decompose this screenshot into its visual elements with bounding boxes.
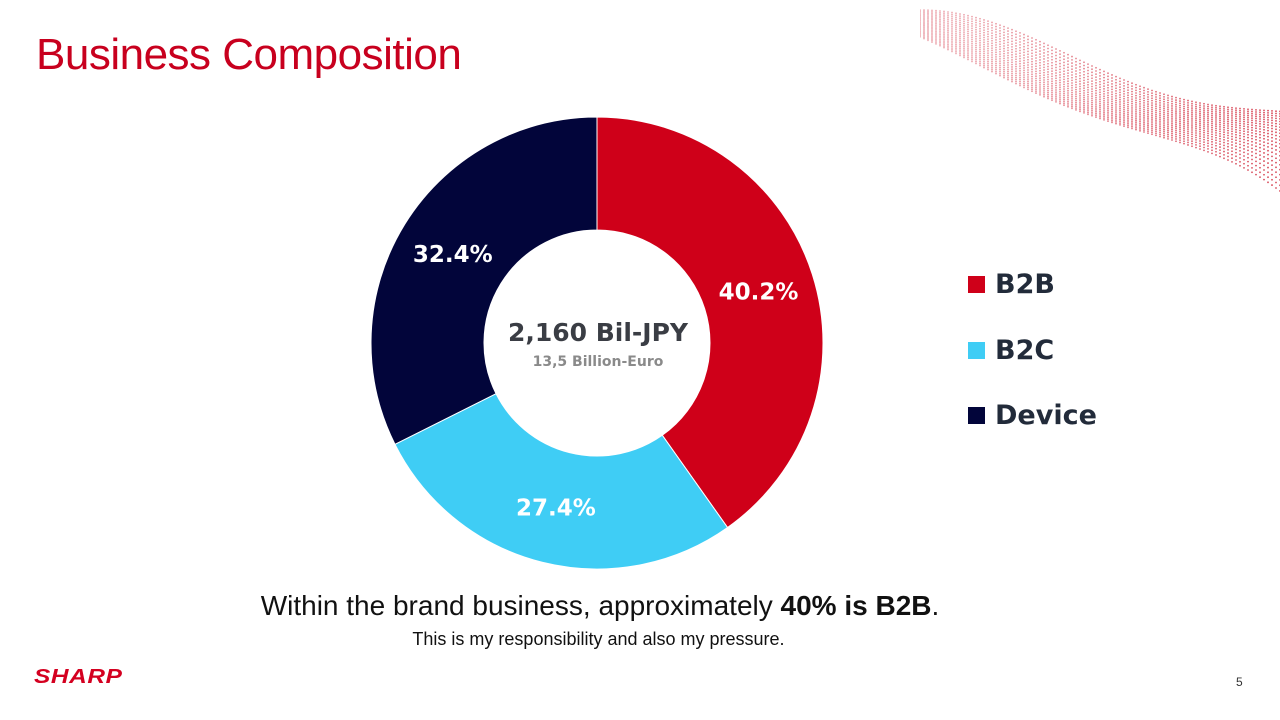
slide-caption: Within the brand business, approximately… bbox=[0, 590, 1200, 622]
legend-item-device: Device bbox=[968, 383, 1097, 449]
slide-title: Business Composition bbox=[36, 30, 462, 79]
legend-item-b2c: B2C bbox=[968, 318, 1097, 384]
donut-center-sublabel: 13,5 Billion-Euro bbox=[533, 354, 664, 370]
donut-slice-b2c bbox=[394, 392, 729, 570]
legend-swatch-device bbox=[968, 407, 985, 425]
donut-label-b2b: 40.2% bbox=[719, 280, 799, 306]
donut-label-b2c: 27.4% bbox=[516, 495, 596, 521]
dotted-wave-decoration bbox=[920, 9, 1280, 192]
donut-center-label: 2,160 Bil-JPY bbox=[508, 318, 689, 347]
page-number: 5 bbox=[1236, 675, 1243, 689]
sharp-logo: SHARP bbox=[34, 666, 123, 688]
donut-value-labels: 40.2% 27.4% 32.4% bbox=[413, 242, 799, 521]
donut-slice-device bbox=[370, 116, 598, 446]
caption-suffix: . bbox=[931, 590, 940, 621]
legend-item-b2b: B2B bbox=[968, 252, 1097, 318]
legend-swatch-b2b bbox=[968, 276, 985, 294]
legend-swatch-b2c bbox=[968, 341, 985, 359]
donut-slice-b2b bbox=[596, 116, 824, 529]
caption-prefix: Within the brand business, approximately bbox=[260, 590, 781, 621]
donut-label-device: 32.4% bbox=[413, 242, 493, 268]
donut-slices bbox=[370, 116, 824, 570]
legend-label-b2b: B2B bbox=[995, 269, 1055, 301]
caption-highlight: 40% is B2B bbox=[780, 590, 932, 621]
slide-subcaption: This is my responsibility and also my pr… bbox=[412, 629, 785, 649]
chart-legend: B2B B2C Device bbox=[968, 252, 1097, 449]
legend-label-device: Device bbox=[995, 400, 1097, 432]
legend-label-b2c: B2C bbox=[995, 334, 1055, 366]
